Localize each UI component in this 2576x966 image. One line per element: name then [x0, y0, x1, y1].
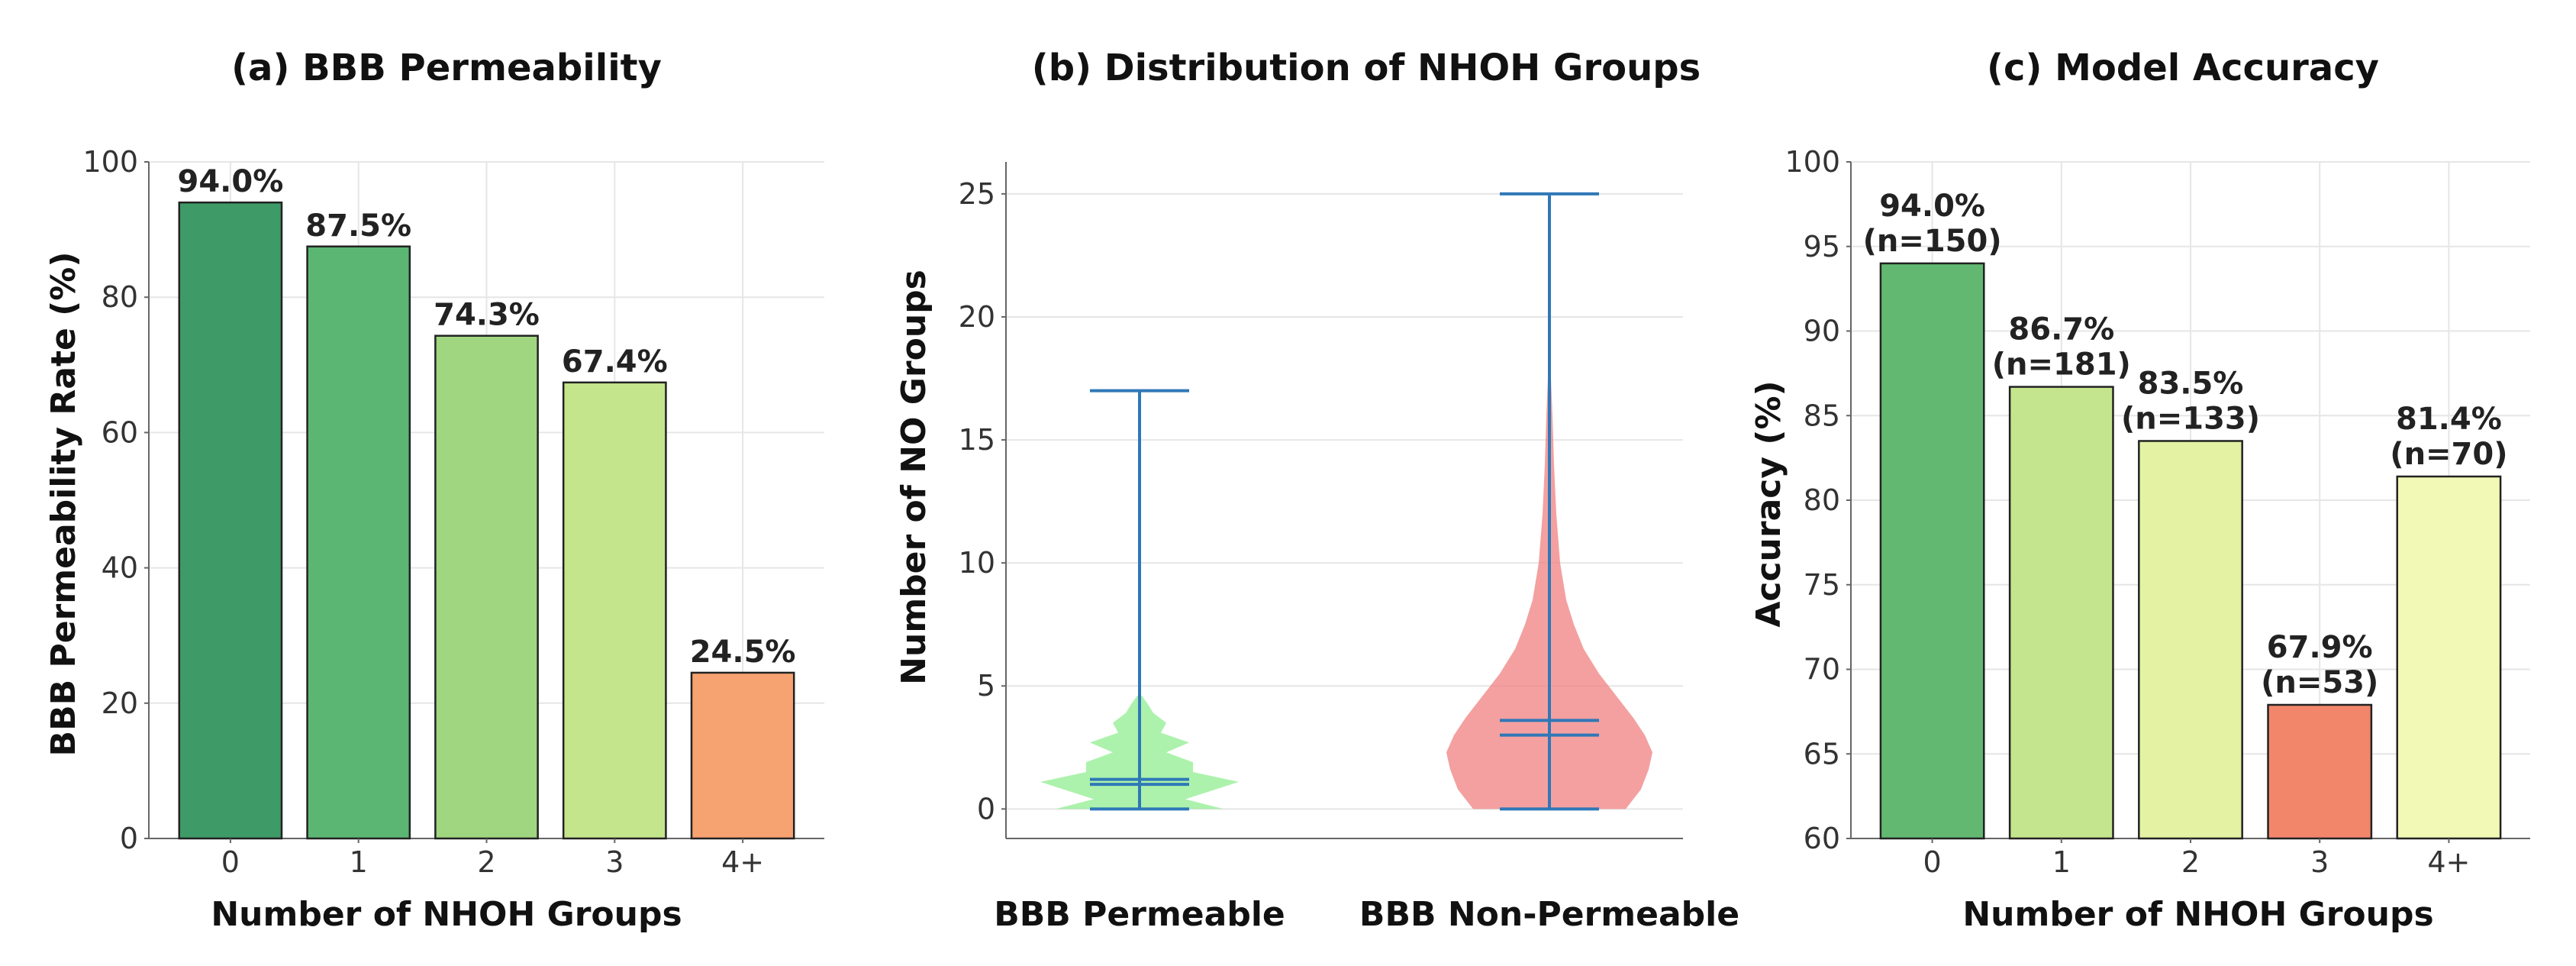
- bar-0: [1879, 262, 1985, 840]
- x-tick-label: 4+: [2427, 845, 2470, 879]
- bar-value-label: 86.7%: [2008, 312, 2114, 347]
- y-tick-label: 70: [1804, 653, 1840, 687]
- x-tick-label: 4+: [721, 845, 764, 879]
- violin-category-label: BBB Non-Permeable: [1359, 895, 1739, 934]
- panel-a-title: (a) BBB Permeability: [231, 47, 662, 89]
- bar-value-label: 74.3%: [434, 298, 540, 333]
- bar-2: [434, 334, 539, 840]
- panel-c-title: (c) Model Accuracy: [1987, 47, 2379, 89]
- y-tick-label: 90: [1804, 315, 1840, 348]
- y-tick-label: 40: [102, 551, 138, 585]
- violin-category-label: BBB Permeable: [994, 895, 1285, 934]
- bar-value-label: 24.5%: [690, 635, 796, 670]
- bar-1: [2008, 386, 2114, 840]
- panel-a-ylabel: BBB Permeability Rate (%): [44, 252, 83, 757]
- panel-b: (b) Distribution of NHOH Groups Number o…: [895, 47, 1739, 934]
- y-tick-label: 80: [102, 280, 138, 314]
- x-tick-label: 0: [221, 845, 240, 879]
- y-tick-label: 0: [977, 792, 995, 825]
- x-tick-label: 1: [350, 845, 368, 879]
- y-tick-label: 5: [977, 669, 995, 703]
- y-tick-label: 85: [1804, 399, 1840, 432]
- x-tick-label: 2: [2181, 845, 2200, 879]
- y-tick-label: 20: [102, 687, 138, 720]
- x-tick-label: 3: [2310, 845, 2329, 879]
- panel-b-title: (b) Distribution of NHOH Groups: [1032, 47, 1701, 89]
- y-tick-label: 100: [1785, 145, 1840, 179]
- bar-value-label: 81.4%: [2396, 402, 2502, 437]
- bar-4+: [2396, 475, 2502, 840]
- bar-count-label: (n=150): [1863, 224, 2002, 259]
- bar-count-label: (n=70): [2390, 437, 2507, 472]
- bar-1: [306, 245, 411, 840]
- bar-2: [2138, 440, 2243, 840]
- panel-a: (a) BBB Permeability Number of NHOH Grou…: [44, 47, 824, 934]
- y-tick-label: 60: [102, 415, 138, 449]
- panel-c-xlabel: Number of NHOH Groups: [1962, 895, 2433, 934]
- y-tick-label: 20: [959, 300, 995, 334]
- bar-value-label: 94.0%: [1879, 189, 1985, 224]
- bar-count-label: (n=133): [2121, 401, 2260, 436]
- x-tick-label: 1: [2052, 845, 2071, 879]
- bar-value-label: 94.0%: [178, 164, 284, 199]
- y-tick-label: 10: [959, 546, 995, 580]
- bar-count-label: (n=181): [1992, 347, 2131, 383]
- bar-4+: [690, 671, 795, 840]
- bar-0: [178, 201, 283, 840]
- bar-value-label: 83.5%: [2138, 366, 2244, 401]
- bar-3: [2267, 703, 2373, 840]
- panel-c: (c) Model Accuracy Number of NHOH Groups…: [1749, 47, 2530, 934]
- y-tick-label: 65: [1804, 737, 1840, 771]
- panel-a-xlabel: Number of NHOH Groups: [211, 895, 682, 934]
- y-tick-label: 75: [1804, 568, 1840, 602]
- y-tick-label: 0: [120, 822, 138, 855]
- bar-value-label: 67.4%: [562, 344, 668, 380]
- y-tick-label: 100: [82, 145, 138, 179]
- y-tick-label: 60: [1804, 822, 1840, 855]
- panel-c-ylabel: Accuracy (%): [1749, 380, 1788, 627]
- x-tick-label: 2: [477, 845, 495, 879]
- x-tick-label: 0: [1923, 845, 1942, 879]
- panel-b-ylabel: Number of NO Groups: [895, 270, 933, 685]
- y-tick-label: 95: [1804, 230, 1840, 263]
- bar-3: [562, 381, 667, 840]
- bar-value-label: 67.9%: [2267, 630, 2373, 665]
- bar-value-label: 87.5%: [305, 208, 411, 244]
- y-tick-label: 15: [959, 423, 995, 457]
- x-tick-label: 3: [605, 845, 624, 879]
- y-tick-label: 25: [959, 177, 995, 211]
- bar-count-label: (n=53): [2261, 665, 2378, 700]
- y-tick-label: 80: [1804, 483, 1840, 517]
